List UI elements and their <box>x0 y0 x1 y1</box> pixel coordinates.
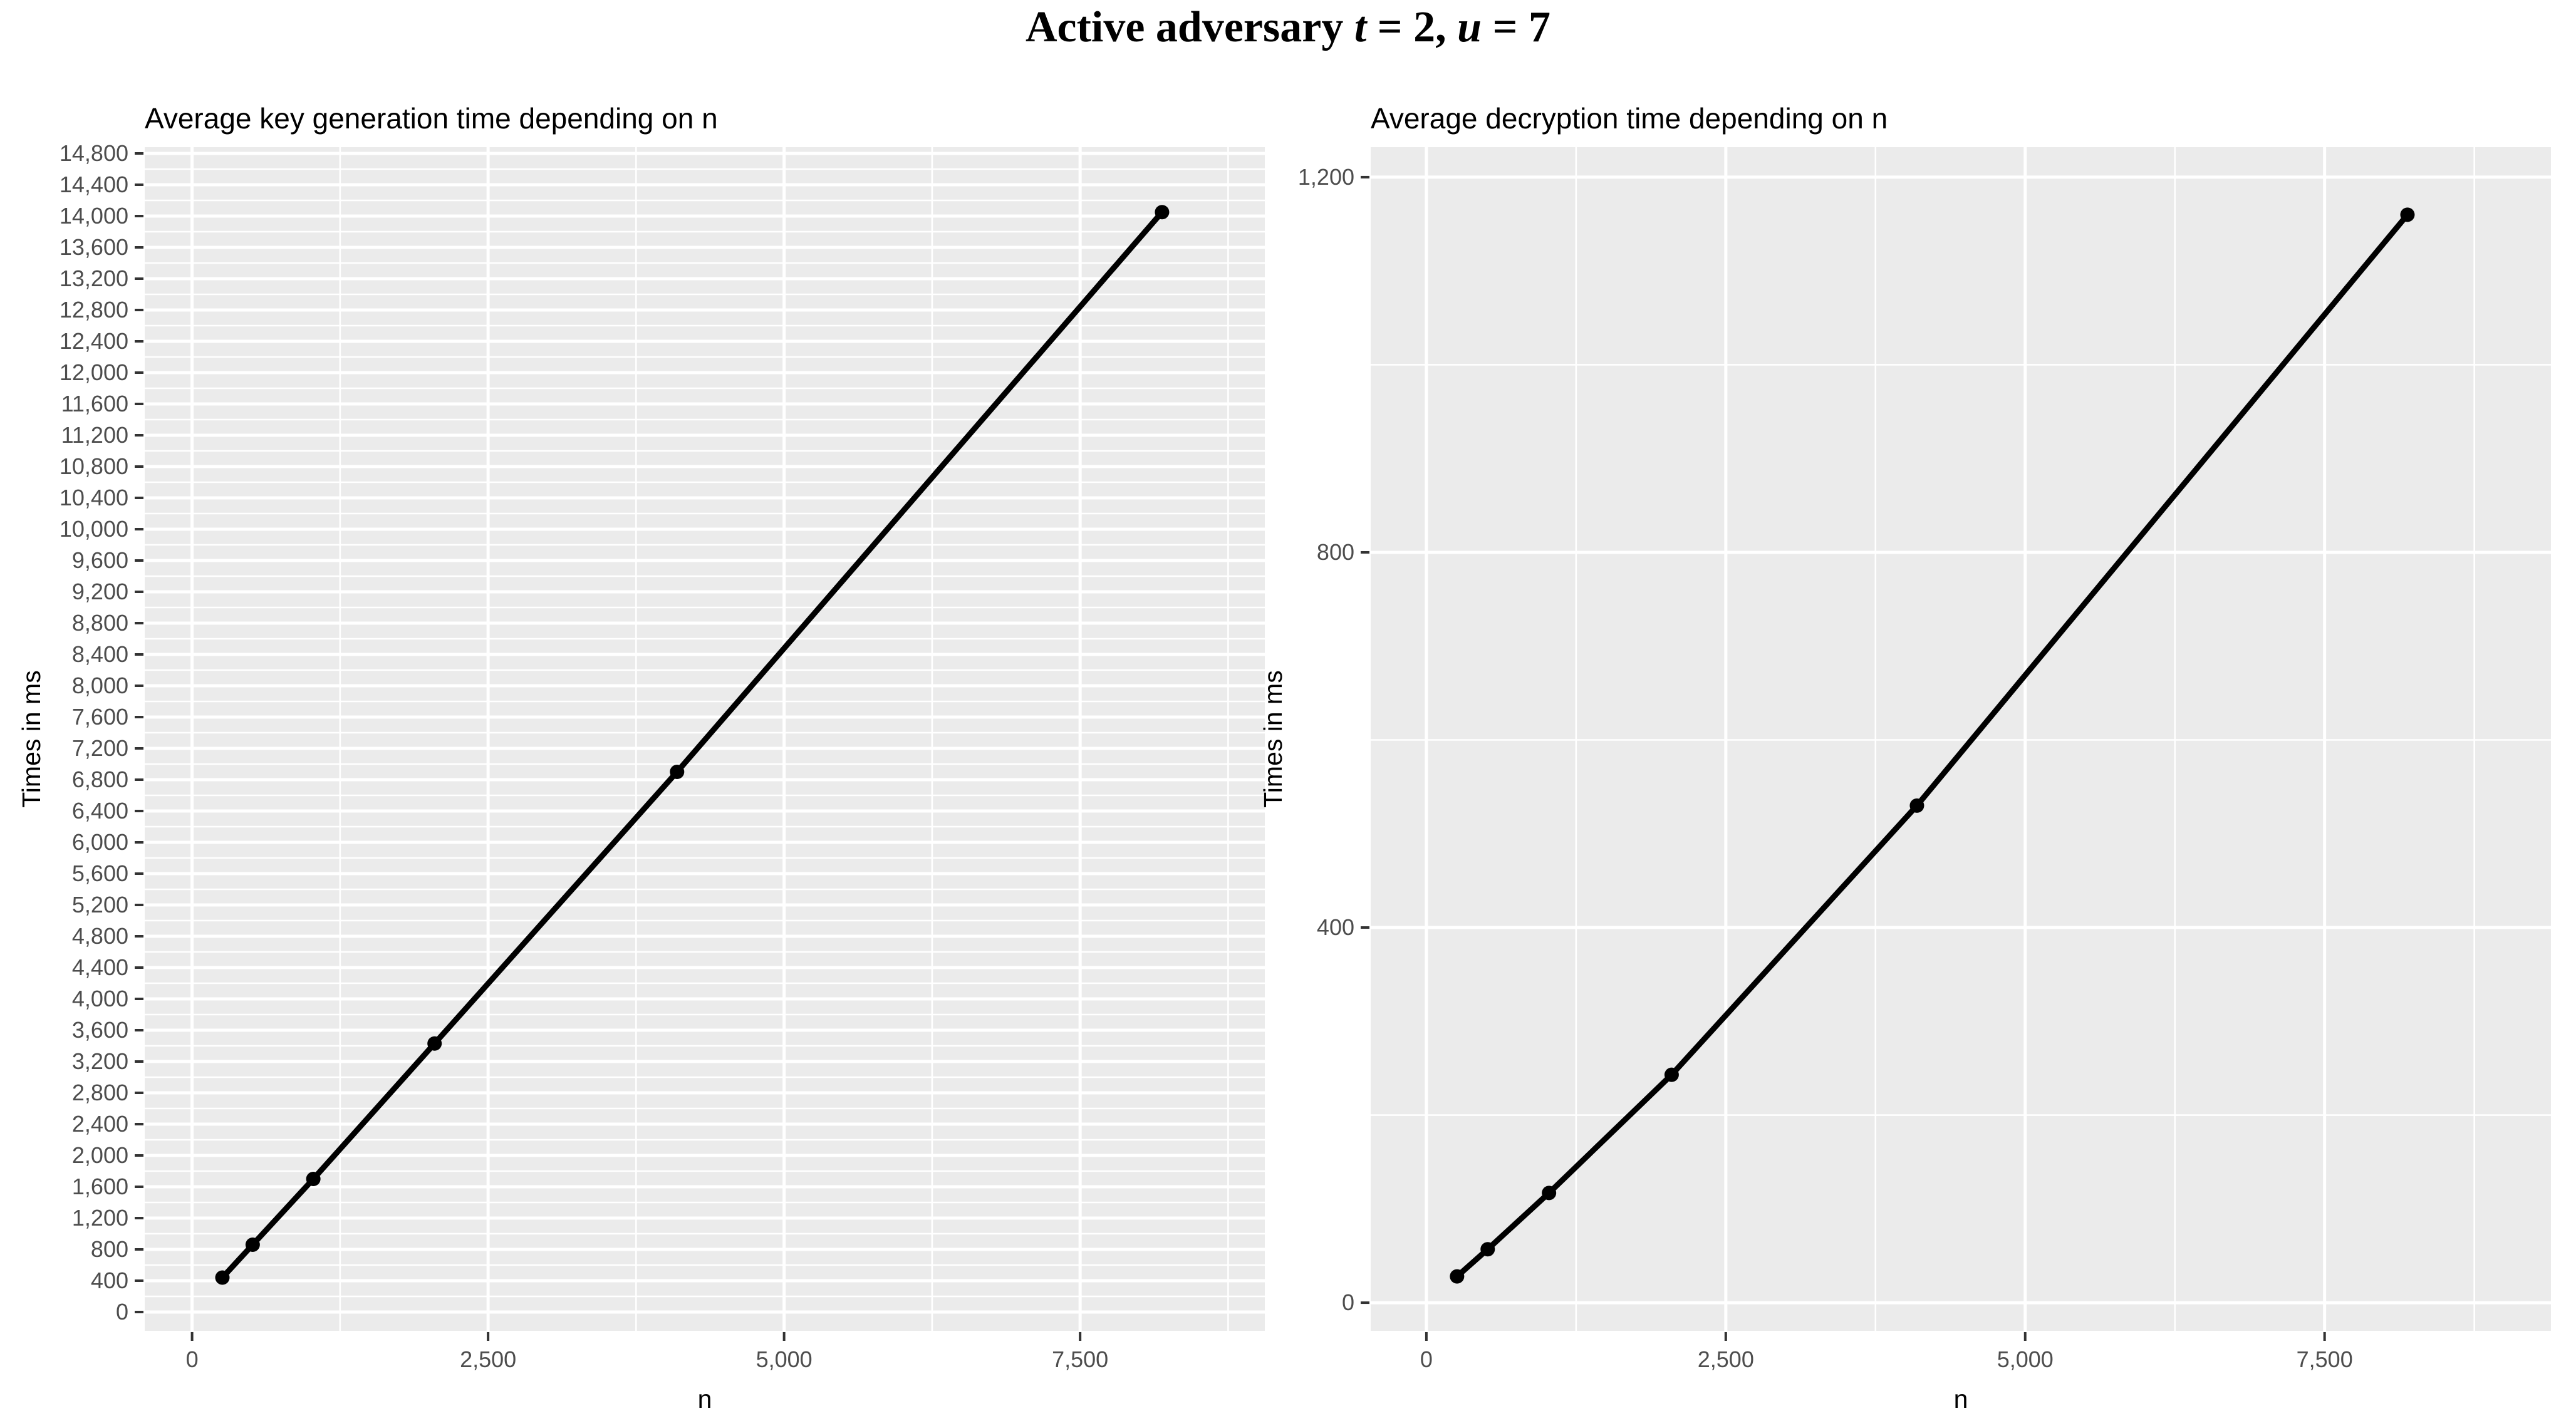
y-tick-label: 8,800 <box>72 610 128 636</box>
x-tick-label: 2,500 <box>460 1346 516 1372</box>
y-tick-label: 13,600 <box>60 234 128 260</box>
x-axis-title: n <box>698 1385 712 1413</box>
x-tick-label: 0 <box>186 1346 199 1372</box>
y-tick-label: 2,800 <box>72 1080 128 1105</box>
y-tick-label: 400 <box>1317 914 1354 940</box>
data-point <box>245 1238 260 1252</box>
y-tick-label: 4,800 <box>72 923 128 949</box>
y-tick-label: 800 <box>91 1236 128 1262</box>
main-title: Active adversary t = 2, u = 7 <box>0 3 2576 53</box>
x-tick-label: 7,500 <box>1052 1346 1108 1372</box>
y-tick-label: 9,200 <box>72 579 128 604</box>
data-point <box>1480 1242 1495 1257</box>
main-title-var-u: u <box>1457 3 1482 51</box>
chart-title: Average decryption time depending on n <box>1371 102 1888 135</box>
y-tick-label: 14,400 <box>60 172 128 197</box>
y-tick-label: 4,400 <box>72 954 128 980</box>
data-point <box>1664 1067 1679 1082</box>
data-point <box>215 1270 230 1285</box>
y-tick-label: 8,400 <box>72 641 128 667</box>
data-point <box>1450 1269 1465 1284</box>
y-tick-label: 11,600 <box>61 391 128 416</box>
y-tick-label: 400 <box>91 1268 128 1293</box>
data-point <box>2400 207 2415 222</box>
y-tick-label: 10,400 <box>60 485 128 510</box>
y-tick-label: 4,000 <box>72 986 128 1011</box>
y-tick-label: 12,800 <box>60 297 128 323</box>
data-point <box>1909 798 1924 813</box>
y-tick-label: 7,600 <box>72 704 128 730</box>
data-point <box>427 1036 442 1051</box>
main-title-var-t: t <box>1354 3 1367 51</box>
y-tick-label: 2,000 <box>72 1142 128 1168</box>
y-tick-label: 12,000 <box>60 359 128 385</box>
y-tick-label: 6,400 <box>72 798 128 824</box>
y-tick-label: 10,800 <box>60 453 128 479</box>
y-tick-label: 14,000 <box>60 203 128 229</box>
main-title-eq1: = 2, <box>1366 3 1458 51</box>
decryption-chart: 0 2,500 5,000 7,500 0 400 800 1,200 Average decr… <box>1259 102 2551 1413</box>
data-point <box>670 765 685 779</box>
plot-panel <box>1371 147 2551 1331</box>
data-point <box>306 1172 321 1186</box>
y-tick-label: 10,000 <box>60 516 128 542</box>
y-tick-label: 11,200 <box>61 422 128 448</box>
x-tick-label: 2,500 <box>1698 1346 1754 1372</box>
y-tick-label: 6,000 <box>72 829 128 855</box>
y-tick-label: 12,400 <box>60 328 128 354</box>
y-tick-label: 8,000 <box>72 673 128 698</box>
x-tick-label: 5,000 <box>1997 1346 2054 1372</box>
y-tick-label: 5,200 <box>72 892 128 917</box>
data-line <box>219 209 1165 1281</box>
y-tick-label: 13,200 <box>60 266 128 291</box>
data-point <box>1155 205 1170 220</box>
x-tick-label: 0 <box>1420 1346 1433 1372</box>
main-title-eq2: = 7 <box>1482 3 1550 51</box>
main-title-text: Active adversary <box>1025 3 1354 51</box>
y-tick-label: 5,600 <box>72 860 128 886</box>
y-tick-label: 0 <box>1342 1289 1354 1315</box>
keygen-chart: 0 2,500 5,000 7,500 0 400 800 1,200 1,600 2,000 2,… <box>17 102 1265 1413</box>
y-tick-label: 14,800 <box>60 140 128 166</box>
y-axis-title: Times in ms <box>17 670 46 807</box>
y-tick-label: 2,400 <box>72 1111 128 1137</box>
data-point <box>1542 1186 1557 1201</box>
y-axis-title: Times in ms <box>1259 670 1287 807</box>
y-tick-label: 7,200 <box>72 735 128 761</box>
y-tick-label: 3,600 <box>72 1017 128 1043</box>
y-tick-label: 0 <box>116 1299 128 1325</box>
y-tick-label: 9,600 <box>72 547 128 573</box>
x-tick-label: 5,000 <box>756 1346 813 1372</box>
y-tick-label: 6,800 <box>72 767 128 792</box>
x-tick-label: 7,500 <box>2297 1346 2353 1372</box>
y-tick-label: 1,600 <box>72 1174 128 1199</box>
x-axis-title: n <box>1954 1385 1968 1413</box>
y-tick-label: 1,200 <box>72 1205 128 1231</box>
y-tick-label: 800 <box>1317 539 1354 565</box>
y-tick-label: 3,200 <box>72 1048 128 1074</box>
chart-title: Average key generation time depending on… <box>145 102 718 135</box>
y-tick-label: 1,200 <box>1298 164 1354 190</box>
